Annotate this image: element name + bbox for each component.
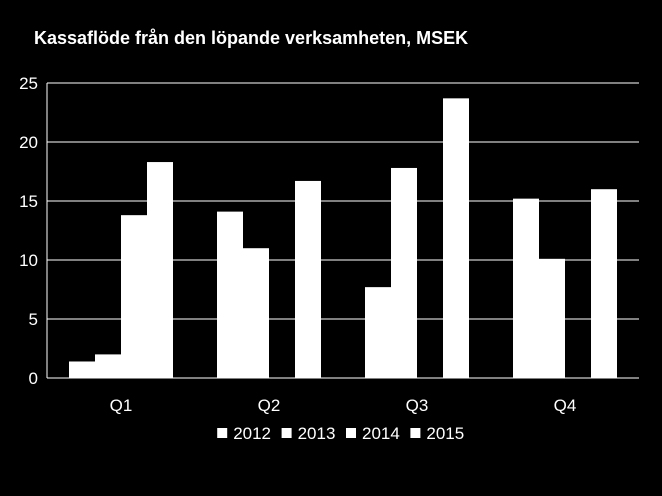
legend-swatch [281, 428, 292, 438]
legend-label: 2012 [233, 424, 271, 443]
y-tick-label: 15 [19, 192, 38, 211]
bar-2013-q1 [95, 354, 121, 378]
bar-2015-q1 [147, 162, 173, 378]
bar-2013-q2 [243, 248, 269, 378]
bar-2014-q1 [121, 215, 147, 378]
legend-label: 2013 [298, 424, 336, 443]
x-tick-label: Q3 [406, 396, 429, 415]
y-tick-label: 0 [29, 369, 38, 388]
x-tick-label: Q1 [110, 396, 133, 415]
chart-title: Kassaflöde från den löpande verksamheten… [34, 28, 469, 48]
legend-label: 2014 [362, 424, 400, 443]
legend-label: 2015 [426, 424, 464, 443]
bar-2015-q4 [591, 189, 617, 378]
bar-2012-q4 [513, 198, 539, 378]
y-tick-label: 10 [19, 251, 38, 270]
y-tick-label: 5 [29, 310, 38, 329]
legend-swatch [346, 428, 356, 438]
bar-2015-q3 [443, 98, 469, 378]
y-tick-label: 20 [19, 133, 38, 152]
bar-2013-q3 [391, 167, 417, 378]
axes: 0 5 10 15 20 25 Q1 Q2 Q3 Q4 [19, 74, 639, 415]
bar-2013-q4 [539, 258, 565, 378]
bar-2012-q3 [365, 287, 391, 378]
bar-2012-q1 [69, 361, 95, 378]
x-tick-label: Q2 [258, 396, 281, 415]
legend-swatch [217, 428, 228, 438]
bar-2012-q2 [217, 211, 243, 378]
bars [69, 98, 617, 378]
bar-2015-q2 [295, 180, 321, 378]
x-tick-label: Q4 [554, 396, 577, 415]
legend-swatch [410, 428, 421, 438]
legend: 2012 2013 2014 2015 [217, 424, 464, 443]
y-tick-label: 25 [19, 74, 38, 93]
